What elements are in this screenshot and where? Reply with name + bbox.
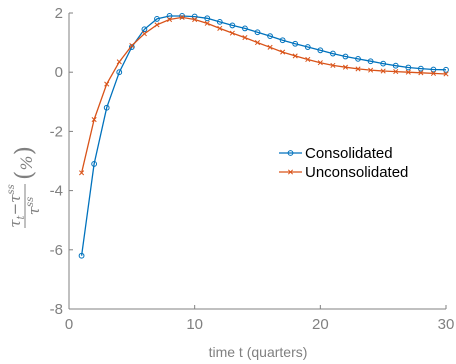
data-point (229, 30, 235, 36)
data-point (154, 22, 160, 28)
data-point (78, 252, 85, 259)
data-point (330, 62, 336, 68)
legend-label: Consolidated (305, 145, 393, 162)
x-ticks: 0 10 20 30 (65, 305, 455, 333)
data-point (355, 66, 361, 72)
y-tick-label: 2 (55, 5, 63, 22)
y-label-sub-t: t (16, 214, 27, 219)
data-point (280, 49, 286, 55)
data-point (116, 69, 123, 76)
data-point (317, 60, 323, 66)
y-label-tau-ss: τ (6, 194, 24, 203)
data-point (129, 43, 135, 49)
y-tick-label: -2 (50, 123, 63, 140)
data-point (216, 18, 223, 25)
x-tick-label: 30 (438, 316, 455, 333)
data-point (254, 29, 261, 36)
data-point (166, 13, 173, 19)
data-point (368, 67, 374, 73)
y-tick-label: -8 (50, 301, 63, 318)
data-point (330, 50, 336, 57)
legend-item-unconsolidated: Unconsolidated (279, 164, 408, 181)
series-unconsolidated (79, 14, 449, 176)
y-axis-label: τt−τss τss (%) (6, 146, 43, 228)
y-label-tau-t: τ (6, 219, 24, 228)
data-point (217, 25, 223, 31)
data-point (116, 59, 122, 65)
legend-marker (287, 150, 294, 156)
data-point (380, 60, 387, 67)
data-point (393, 69, 399, 75)
data-point (405, 69, 411, 75)
data-point (166, 16, 173, 23)
y-tick-label: -4 (50, 183, 63, 200)
data-point (430, 66, 437, 73)
y-ticks: -8 -6 -4 -2 0 2 (50, 5, 73, 318)
data-point (179, 14, 185, 20)
data-point (380, 68, 386, 74)
data-point (405, 64, 412, 71)
svg-text:τt−τss: τt−τss (6, 184, 27, 228)
data-point (305, 56, 311, 63)
y-label-minus: − (6, 203, 24, 216)
data-point (242, 25, 248, 32)
data-point (154, 16, 160, 22)
data-point (141, 31, 147, 37)
data-point (279, 37, 286, 44)
data-point (417, 65, 424, 72)
data-point (342, 64, 349, 70)
data-point (367, 58, 374, 65)
legend-label: Unconsolidated (305, 164, 408, 181)
axes (68, 13, 446, 310)
legend-marker (287, 169, 294, 175)
x-axis-label: time t (quarters) (209, 344, 308, 360)
data-point (355, 55, 361, 62)
data-point (179, 13, 186, 19)
data-point (229, 22, 236, 29)
x-tick-label: 10 (186, 316, 203, 333)
data-point (254, 40, 261, 46)
y-label-den-tau: τ (25, 206, 43, 215)
data-point (430, 70, 436, 76)
data-point (443, 71, 449, 77)
x-tick-label: 0 (65, 316, 73, 333)
data-point (192, 16, 198, 23)
series-consolidated (78, 13, 449, 259)
data-point (342, 53, 349, 60)
legend-item-consolidated: Consolidated (279, 145, 393, 162)
x-tick-label: 20 (312, 316, 329, 333)
y-tick-label: -6 (50, 242, 63, 259)
data-point (267, 44, 273, 50)
data-point (204, 20, 210, 26)
data-point (317, 47, 324, 54)
data-point (292, 40, 299, 47)
data-point (204, 15, 211, 22)
y-label-lparen: ( (10, 171, 38, 180)
y-label-sup-ss: ss (6, 184, 17, 194)
data-point (104, 81, 110, 87)
data-point (242, 35, 248, 41)
y-label-rparen: ) (10, 146, 38, 155)
data-point (91, 117, 97, 123)
data-point (128, 44, 135, 50)
data-point (267, 33, 273, 39)
data-point (79, 170, 85, 176)
y-label-unit: % (17, 155, 36, 170)
series-line-consolidated (80, 15, 447, 256)
data-point (392, 62, 399, 69)
svg-text:(%): (%) (10, 146, 38, 180)
data-point (443, 66, 449, 73)
data-point (292, 53, 298, 59)
y-tick-label: 0 (55, 64, 63, 81)
plot-area (78, 13, 449, 259)
svg-text:τss: τss (25, 197, 43, 216)
y-label-den-sup: ss (25, 197, 36, 207)
data-point (91, 161, 98, 167)
data-point (418, 70, 424, 76)
legend: Consolidated Unconsolidated (279, 145, 408, 181)
data-point (304, 44, 311, 50)
data-point (103, 104, 110, 111)
data-point (141, 26, 148, 33)
